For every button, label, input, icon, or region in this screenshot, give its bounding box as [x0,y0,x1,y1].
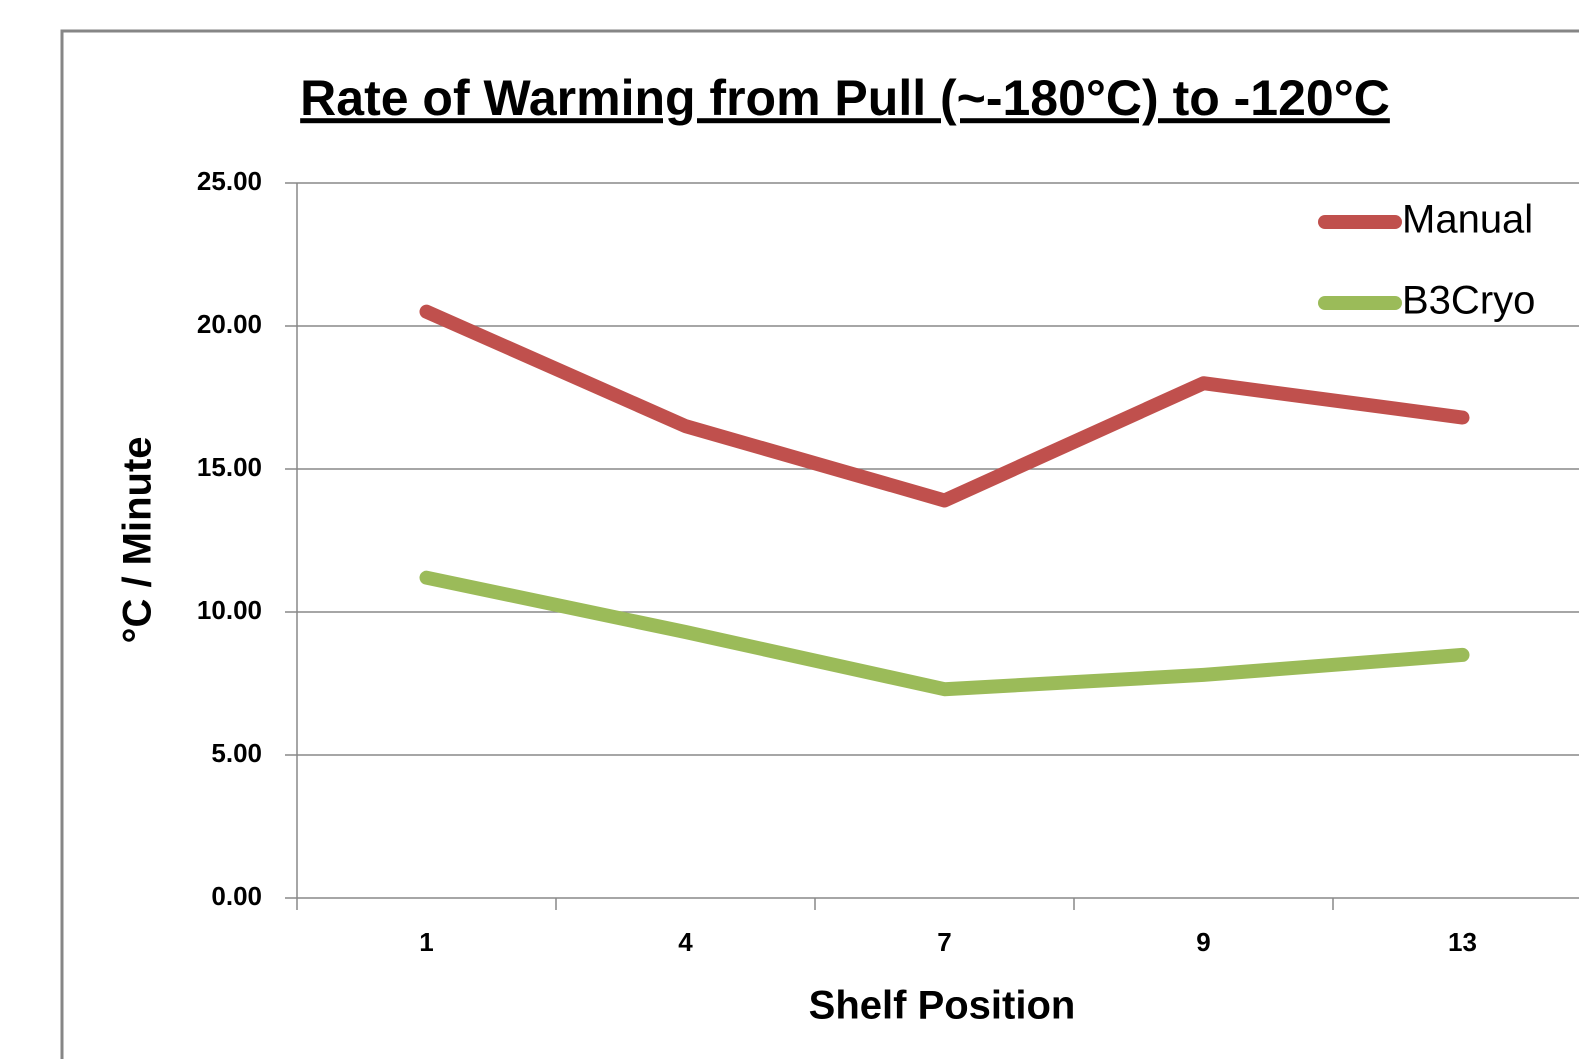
x-tick-label: 4 [678,927,693,957]
data-line [419,304,1470,508]
y-tick-label: 10.00 [197,595,262,625]
chart-border [60,29,1579,1059]
x-tick-label: 7 [937,927,951,957]
y-tick-label: 0.00 [211,881,262,911]
x-tick-label: 1 [419,927,433,957]
data-line [419,570,1470,697]
y-tick-label: 15.00 [197,452,262,482]
legend-label: B3Cryo [1402,279,1535,323]
x-tick-label: 13 [1448,927,1477,957]
chart-title: Rate of Warming from Pull (~-180°C) to -… [300,70,1390,126]
y-axis-title: °C / Minute [116,436,160,643]
legend-label: Manual [1402,198,1533,242]
y-tick-label: 5.00 [211,738,262,768]
y-tick-label: 20.00 [197,309,262,339]
y-tick-label: 25.00 [197,166,262,196]
x-tick-label: 9 [1196,927,1210,957]
x-axis-title: Shelf Position [809,984,1076,1028]
